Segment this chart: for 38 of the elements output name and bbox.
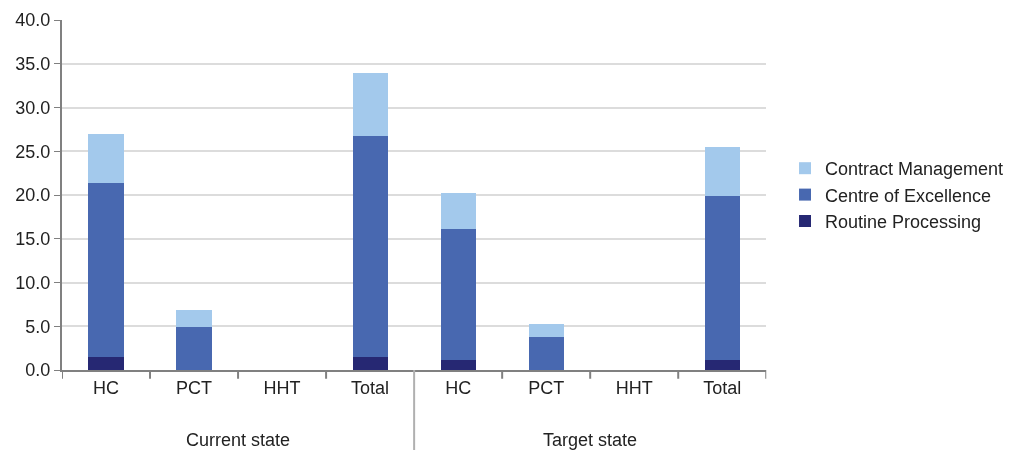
x-tick-label: HHT [615,377,653,398]
legend-label: Routine Processing [825,212,982,233]
bar [440,193,476,230]
y-tick-label: 35.0 [15,54,51,75]
bar [352,136,388,357]
bar [176,327,212,370]
x-tick-label: Total [703,377,742,398]
y-tick-label: 5.0 [25,316,51,337]
y-tick-label: 40.0 [15,10,51,31]
bar [88,356,124,370]
bar [528,336,564,370]
bar [88,182,124,357]
bar [704,195,740,361]
x-tick-label: PCT [528,377,565,398]
y-tick-label: 25.0 [15,141,51,162]
bar [352,73,388,137]
bar [88,133,124,183]
bar [528,323,564,337]
bar [176,309,212,328]
y-tick-label: 30.0 [15,97,51,118]
text: Target state [543,430,638,450]
y-tick-label: 20.0 [15,185,51,206]
text: Current state [186,430,291,450]
bar [440,360,476,370]
bar [440,229,476,361]
x-tick-label: Total [351,377,390,398]
bar [704,360,740,370]
legend-label: Centre of Excellence [825,185,992,206]
bar [704,146,740,196]
x-tick-label: HHT [263,377,301,398]
y-tick-label: 15.0 [15,229,51,250]
x-tick-label: HC [93,377,120,398]
x-tick-label: PCT [176,377,213,398]
y-tick-label: 0.0 [25,360,51,381]
bar [352,356,388,370]
legend-label: Contract Management [825,159,1004,180]
y-tick-label: 10.0 [15,272,51,293]
x-tick-label: HC [445,377,472,398]
